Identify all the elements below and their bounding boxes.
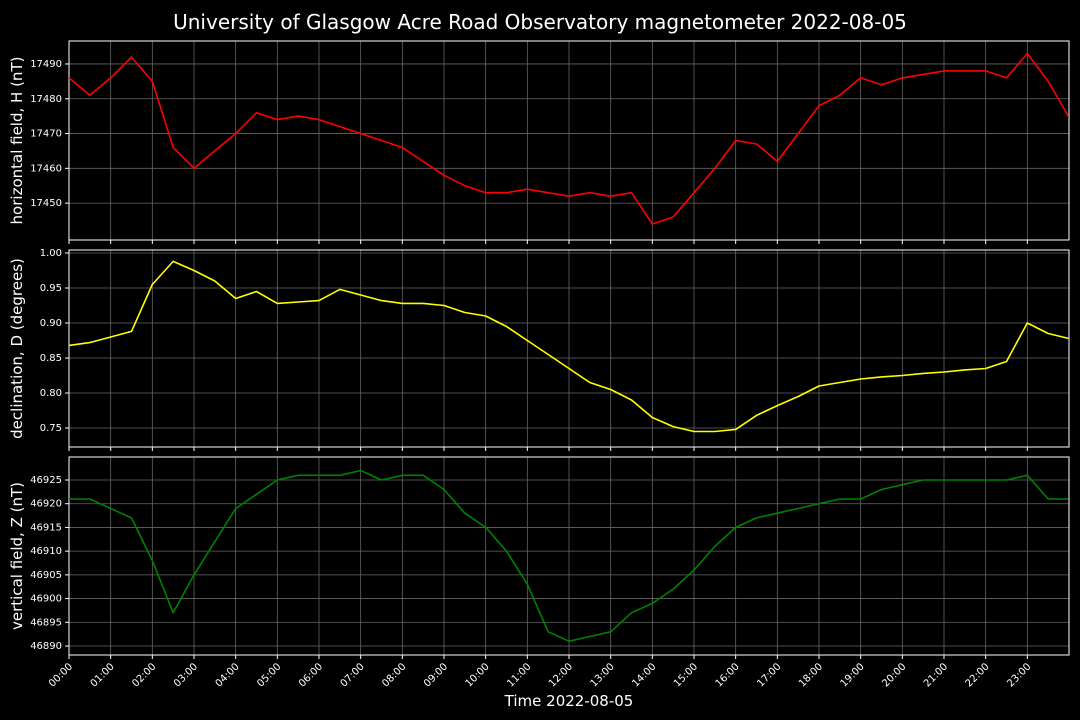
y-tick-label: 46890 (30, 641, 62, 652)
y-tick-label: 17490 (30, 59, 62, 70)
x-axis-label: Time 2022-08-05 (504, 692, 634, 710)
y-tick-label: 17460 (30, 163, 62, 174)
y-tick-label: 46925 (30, 475, 62, 486)
y-tick-label: 46920 (30, 499, 62, 510)
y-tick-label: 46900 (30, 594, 62, 605)
y-tick-label: 17480 (30, 94, 62, 105)
y-axis-label: vertical field, Z (nT) (8, 482, 26, 630)
y-tick-label: 0.80 (40, 388, 62, 399)
y-tick-label: 17450 (30, 198, 62, 209)
data-line (68, 52, 1069, 225)
plot-frame (68, 456, 1070, 656)
y-tick-label: 46905 (30, 570, 62, 581)
chart-title: University of Glasgow Acre Road Observat… (173, 10, 907, 34)
y-tick-label: 0.95 (40, 283, 62, 294)
plot-frame (68, 40, 1070, 241)
y-tick-label: 0.85 (40, 353, 62, 364)
y-tick-label: 0.90 (40, 318, 62, 329)
plot-frame (68, 249, 1070, 448)
y-tick-label: 46915 (30, 522, 62, 533)
y-tick-label: 46895 (30, 617, 62, 628)
y-tick-label: 46910 (30, 546, 62, 557)
y-tick-label: 17470 (30, 129, 62, 140)
data-line (69, 469, 1069, 642)
y-tick-label: 1.00 (40, 248, 62, 259)
y-axis-label: declination, D (degrees) (8, 258, 26, 439)
data-line (68, 260, 1069, 433)
y-tick-label: 0.75 (40, 423, 62, 434)
y-axis-label: horizontal field, H (nT) (8, 57, 26, 225)
